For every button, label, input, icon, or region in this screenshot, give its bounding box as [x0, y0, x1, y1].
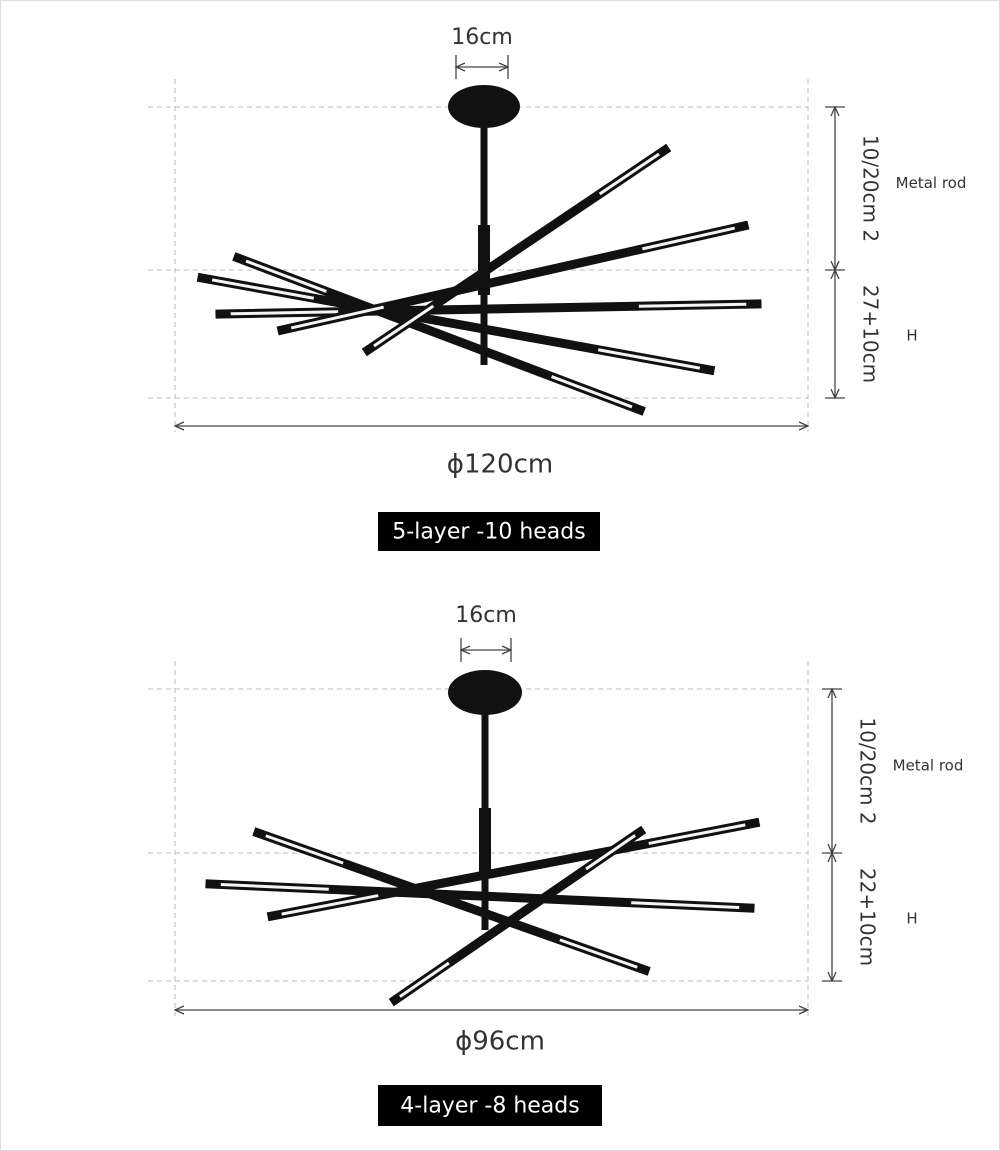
arm-light [220, 882, 329, 891]
arm-light [290, 305, 384, 330]
model-box [378, 512, 600, 551]
rod-label: Metal rod [896, 174, 967, 192]
arm-light [281, 894, 379, 916]
model-label: 5-layer -10 heads [392, 520, 585, 545]
arm-light [642, 226, 736, 251]
arm-light [585, 834, 636, 871]
height-label: H [906, 327, 917, 345]
diameter: ϕ96cm [455, 1027, 545, 1057]
diameter: ϕ120cm [447, 450, 553, 480]
arm-light [373, 304, 435, 348]
arm-light [598, 152, 660, 196]
rod-label: Metal rod [893, 757, 964, 775]
arm-light [638, 302, 747, 308]
model-box [378, 1085, 602, 1126]
arm-light [211, 278, 315, 300]
arm-light [559, 938, 638, 969]
arm-light [230, 310, 339, 316]
rod-length: 10/20cm 2 [859, 135, 883, 242]
height: 22+10cm [856, 868, 880, 966]
model-label: 4-layer -8 heads [400, 1094, 579, 1119]
arm-light [648, 823, 746, 845]
rod-sleeve [479, 808, 491, 878]
arm-light [597, 348, 701, 370]
canopy [448, 85, 520, 128]
arm-light [245, 259, 327, 293]
rod-length: 10/20cm 2 [856, 717, 880, 824]
arm-light [265, 834, 344, 865]
canopy [448, 670, 522, 715]
height: 27+10cm [859, 285, 883, 383]
canopy-width: 16cm [451, 25, 513, 50]
arm-light [399, 961, 450, 998]
arm-light [551, 375, 633, 409]
canopy-width: 16cm [455, 603, 517, 628]
arm-light [631, 901, 740, 910]
height-label: H [906, 910, 917, 928]
